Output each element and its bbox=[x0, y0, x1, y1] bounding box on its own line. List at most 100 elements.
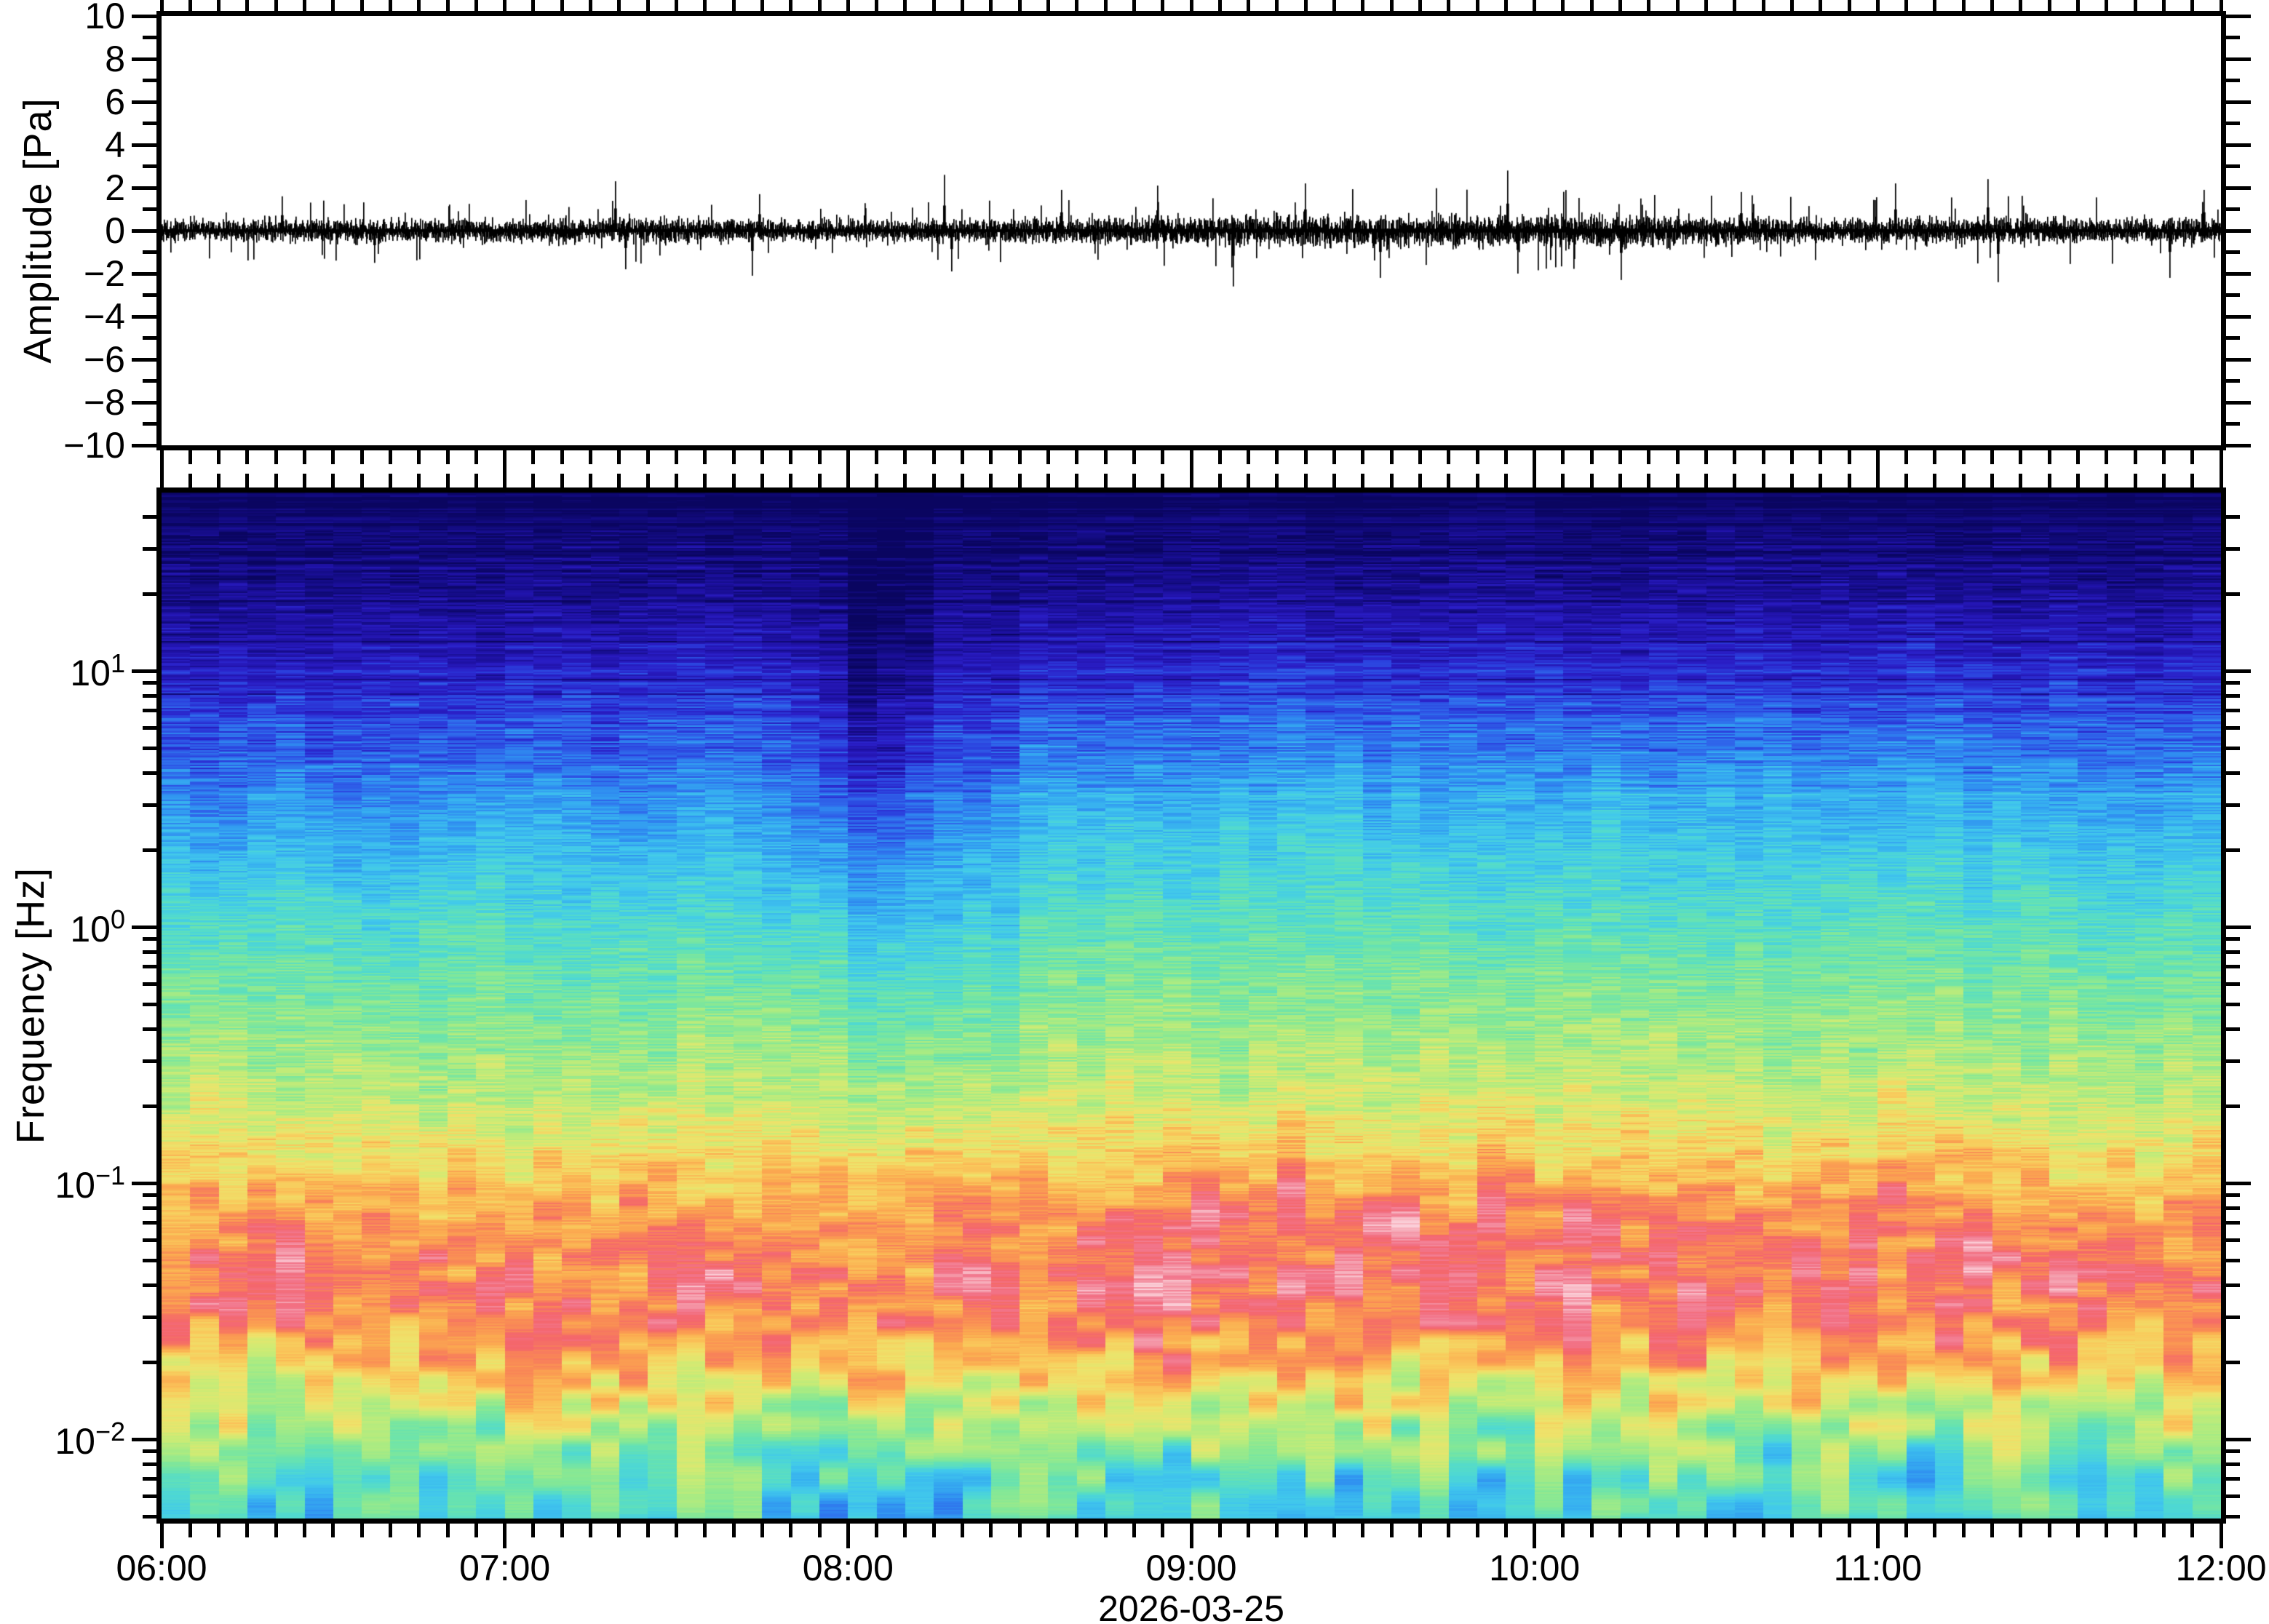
minor-tick bbox=[932, 450, 936, 464]
minor-tick bbox=[1704, 450, 1708, 464]
minor-tick bbox=[1247, 0, 1250, 11]
minor-tick bbox=[818, 450, 822, 464]
minor-tick bbox=[2226, 1238, 2240, 1242]
minor-tick bbox=[760, 1524, 764, 1537]
amplitude-tick-label: −8 bbox=[83, 382, 125, 423]
minor-tick bbox=[188, 450, 192, 464]
minor-tick bbox=[2226, 1283, 2240, 1287]
minor-tick bbox=[818, 1524, 822, 1537]
minor-tick bbox=[875, 1524, 878, 1537]
date-label: 2026-03-25 bbox=[1098, 1588, 1284, 1624]
minor-tick bbox=[1275, 474, 1279, 487]
major-tick bbox=[1190, 0, 1193, 11]
minor-tick bbox=[760, 0, 764, 11]
minor-tick bbox=[1075, 1524, 1078, 1537]
minor-tick bbox=[446, 450, 450, 464]
minor-tick bbox=[1132, 450, 1136, 464]
minor-tick bbox=[2226, 293, 2240, 297]
minor-tick bbox=[875, 450, 878, 464]
minor-tick bbox=[143, 1238, 156, 1242]
minor-tick bbox=[961, 1524, 964, 1537]
minor-tick bbox=[360, 1524, 364, 1537]
minor-tick bbox=[389, 450, 392, 464]
minor-tick bbox=[2190, 1524, 2194, 1537]
minor-tick bbox=[474, 0, 478, 11]
minor-tick bbox=[1990, 474, 1994, 487]
minor-tick bbox=[2226, 79, 2240, 82]
minor-tick bbox=[217, 474, 220, 487]
minor-tick bbox=[1390, 474, 1394, 487]
minor-tick bbox=[143, 726, 156, 730]
minor-tick bbox=[2134, 1524, 2137, 1537]
minor-tick bbox=[617, 0, 621, 11]
minor-tick bbox=[143, 1515, 156, 1518]
minor-tick bbox=[143, 547, 156, 551]
time-tick-label: 07:00 bbox=[459, 1548, 551, 1588]
minor-tick bbox=[1590, 0, 1594, 11]
minor-tick bbox=[143, 293, 156, 297]
minor-tick bbox=[2226, 250, 2240, 254]
amplitude-tick-label: −6 bbox=[83, 339, 125, 380]
minor-tick bbox=[1676, 1524, 1680, 1537]
minor-tick bbox=[2226, 1259, 2240, 1262]
minor-tick bbox=[961, 474, 964, 487]
minor-tick bbox=[1590, 1524, 1594, 1537]
minor-tick bbox=[875, 0, 878, 11]
minor-tick bbox=[143, 336, 156, 340]
time-tick-label: 10:00 bbox=[1489, 1548, 1581, 1588]
major-tick bbox=[2226, 401, 2251, 405]
minor-tick bbox=[560, 474, 564, 487]
minor-tick bbox=[2226, 747, 2240, 750]
minor-tick bbox=[2105, 0, 2108, 11]
minor-tick bbox=[2226, 1104, 2240, 1108]
major-tick bbox=[132, 272, 156, 276]
minor-tick bbox=[703, 450, 707, 464]
minor-tick bbox=[1275, 0, 1279, 11]
minor-tick bbox=[589, 474, 592, 487]
minor-tick bbox=[188, 0, 192, 11]
minor-tick bbox=[1104, 0, 1108, 11]
minor-tick bbox=[1704, 474, 1708, 487]
minor-tick bbox=[217, 0, 220, 11]
major-tick bbox=[1533, 463, 1536, 487]
minor-tick bbox=[1361, 0, 1364, 11]
minor-tick bbox=[2226, 950, 2240, 954]
minor-tick bbox=[1561, 450, 1565, 464]
minor-tick bbox=[2019, 0, 2022, 11]
minor-tick bbox=[1332, 450, 1336, 464]
minor-tick bbox=[2048, 450, 2051, 464]
spectrogram-canvas bbox=[162, 493, 2221, 1518]
minor-tick bbox=[1161, 0, 1164, 11]
minor-tick bbox=[2105, 1524, 2108, 1537]
minor-tick bbox=[2226, 547, 2240, 551]
minor-tick bbox=[1848, 1524, 1851, 1537]
minor-tick bbox=[2226, 1221, 2240, 1225]
minor-tick bbox=[245, 474, 249, 487]
minor-tick bbox=[1132, 1524, 1136, 1537]
minor-tick bbox=[2134, 474, 2137, 487]
minor-tick bbox=[2226, 1003, 2240, 1006]
minor-tick bbox=[1361, 1524, 1364, 1537]
minor-tick bbox=[143, 36, 156, 39]
minor-tick bbox=[143, 1259, 156, 1262]
waveform-panel-frame bbox=[156, 11, 2226, 450]
minor-tick bbox=[903, 474, 907, 487]
minor-tick bbox=[143, 937, 156, 941]
minor-tick bbox=[1476, 474, 1479, 487]
minor-tick bbox=[1762, 0, 1765, 11]
minor-tick bbox=[245, 1524, 249, 1537]
minor-tick bbox=[143, 681, 156, 685]
minor-tick bbox=[1332, 0, 1336, 11]
minor-tick bbox=[1390, 450, 1394, 464]
minor-tick bbox=[2162, 474, 2166, 487]
minor-tick bbox=[875, 474, 878, 487]
minor-tick bbox=[1704, 0, 1708, 11]
minor-tick bbox=[617, 474, 621, 487]
minor-tick bbox=[143, 164, 156, 168]
minor-tick bbox=[188, 474, 192, 487]
minor-tick bbox=[2048, 1524, 2051, 1537]
major-tick bbox=[160, 463, 164, 487]
minor-tick bbox=[2076, 450, 2080, 464]
minor-tick bbox=[417, 474, 421, 487]
minor-tick bbox=[1504, 450, 1508, 464]
